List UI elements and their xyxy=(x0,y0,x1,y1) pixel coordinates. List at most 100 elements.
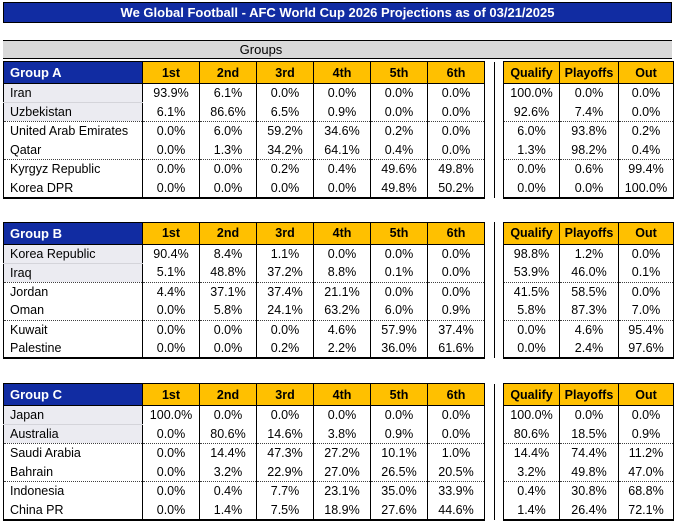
outcomes-header-row: Qualify Playoffs Out xyxy=(503,383,674,406)
position-header: 3rd xyxy=(256,61,314,84)
outcome-row: 53.9% 46.0% 0.1% xyxy=(503,263,674,283)
prob-cell: 0.0% xyxy=(313,244,371,263)
team-row: United Arab Emirates 0.0% 6.0% 59.2% 34.… xyxy=(3,121,495,141)
prob-cell: 93.8% xyxy=(559,121,619,141)
spacer-cell xyxy=(484,140,495,160)
prob-cell: 0.0% xyxy=(199,178,257,199)
prob-cell: 5.8% xyxy=(199,301,257,321)
prob-cell: 100.0% xyxy=(503,83,560,103)
prob-cell: 0.0% xyxy=(256,83,314,103)
team-row: Uzbekistan 6.1% 86.6% 6.5% 0.9% 0.0% 0.0… xyxy=(3,102,495,122)
prob-cell: 50.2% xyxy=(427,178,485,199)
outcome-row: 92.6% 7.4% 0.0% xyxy=(503,102,674,122)
prob-cell: 0.0% xyxy=(503,320,560,339)
prob-cell: 0.0% xyxy=(427,83,485,103)
prob-cell: 0.4% xyxy=(503,481,560,501)
team-name: Oman xyxy=(3,301,143,321)
prob-cell: 6.1% xyxy=(142,102,200,122)
prob-cell: 57.9% xyxy=(370,320,428,339)
team-row: Iran 93.9% 6.1% 0.0% 0.0% 0.0% 0.0% xyxy=(3,83,495,103)
prob-cell: 87.3% xyxy=(559,301,619,321)
spacer-cell xyxy=(484,121,495,141)
prob-cell: 0.0% xyxy=(427,102,485,122)
prob-cell: 33.9% xyxy=(427,481,485,501)
prob-cell: 14.4% xyxy=(503,443,560,463)
prob-cell: 68.8% xyxy=(618,481,674,501)
spacer-cell xyxy=(484,443,495,463)
outcome-header: Playoffs xyxy=(559,221,619,245)
prob-cell: 0.4% xyxy=(199,481,257,501)
prob-cell: 49.8% xyxy=(427,159,485,179)
prob-cell: 2.4% xyxy=(559,339,619,359)
outcome-header: Out xyxy=(618,383,674,406)
spacer-cell xyxy=(484,301,495,320)
prob-cell: 1.4% xyxy=(199,500,257,521)
position-header: 4th xyxy=(313,383,371,406)
prob-cell: 0.9% xyxy=(427,301,485,321)
group-a-section: Group A 1st 2nd 3rd 4th 5th 6th Iran 93.… xyxy=(3,61,674,199)
prob-cell: 1.3% xyxy=(503,140,560,160)
prob-cell: 26.5% xyxy=(370,462,428,482)
prob-cell: 7.7% xyxy=(256,481,314,501)
prob-cell: 0.0% xyxy=(559,83,619,103)
group-c-header-row: Group C 1st 2nd 3rd 4th 5th 6th xyxy=(3,383,495,406)
page-title: We Global Football - AFC World Cup 2026 … xyxy=(3,2,672,23)
team-row: Japan 100.0% 0.0% 0.0% 0.0% 0.0% 0.0% xyxy=(3,405,495,425)
team-row: Korea DPR 0.0% 0.0% 0.0% 0.0% 49.8% 50.2… xyxy=(3,178,495,199)
outcome-header: Qualify xyxy=(503,383,560,406)
prob-cell: 0.0% xyxy=(427,244,485,263)
prob-cell: 7.4% xyxy=(559,102,619,122)
prob-cell: 53.9% xyxy=(503,263,560,283)
prob-cell: 0.0% xyxy=(142,443,200,463)
prob-cell: 34.2% xyxy=(256,140,314,160)
prob-cell: 0.0% xyxy=(618,244,674,263)
position-header: 1st xyxy=(142,383,200,406)
prob-cell: 5.8% xyxy=(503,301,560,321)
prob-cell: 6.0% xyxy=(503,121,560,141)
prob-cell: 6.0% xyxy=(199,121,257,141)
position-header: 4th xyxy=(313,61,371,84)
position-header: 6th xyxy=(427,61,485,84)
prob-cell: 0.0% xyxy=(142,339,200,359)
prob-cell: 61.6% xyxy=(427,339,485,359)
prob-cell: 0.0% xyxy=(427,405,485,425)
group-b-header-row: Group B 1st 2nd 3rd 4th 5th 6th xyxy=(3,221,495,245)
prob-cell: 0.0% xyxy=(618,405,674,425)
section-header-label: Groups xyxy=(239,42,283,57)
spacer-cell xyxy=(484,282,495,301)
prob-cell: 0.0% xyxy=(199,339,257,359)
prob-cell: 86.6% xyxy=(199,102,257,122)
prob-cell: 0.0% xyxy=(370,102,428,122)
prob-cell: 27.2% xyxy=(313,443,371,463)
prob-cell: 14.4% xyxy=(199,443,257,463)
prob-cell: 0.0% xyxy=(199,159,257,179)
position-header: 5th xyxy=(370,61,428,84)
prob-cell: 0.4% xyxy=(313,159,371,179)
prob-cell: 97.6% xyxy=(618,339,674,359)
prob-cell: 37.4% xyxy=(427,320,485,339)
prob-cell: 92.6% xyxy=(503,102,560,122)
prob-cell: 0.0% xyxy=(142,500,200,521)
prob-cell: 20.5% xyxy=(427,462,485,482)
spacer-cell xyxy=(484,102,495,122)
team-name: Kuwait xyxy=(3,320,143,339)
prob-cell: 95.4% xyxy=(618,320,674,339)
prob-cell: 100.0% xyxy=(503,405,560,425)
prob-cell: 30.8% xyxy=(559,481,619,501)
prob-cell: 22.9% xyxy=(256,462,314,482)
prob-cell: 21.1% xyxy=(313,282,371,301)
team-name: Iran xyxy=(3,83,143,103)
prob-cell: 0.0% xyxy=(427,263,485,283)
prob-cell: 0.2% xyxy=(256,339,314,359)
prob-cell: 46.0% xyxy=(559,263,619,283)
team-name: Uzbekistan xyxy=(3,102,143,122)
position-header: 2nd xyxy=(199,383,257,406)
prob-cell: 0.0% xyxy=(256,320,314,339)
group-c-section: Group C 1st 2nd 3rd 4th 5th 6th Japan 10… xyxy=(3,383,674,521)
prob-cell: 8.8% xyxy=(313,263,371,283)
prob-cell: 72.1% xyxy=(618,500,674,521)
team-row: Korea Republic 90.4% 8.4% 1.1% 0.0% 0.0%… xyxy=(3,244,495,264)
prob-cell: 0.0% xyxy=(142,424,200,444)
prob-cell: 0.2% xyxy=(370,121,428,141)
prob-cell: 37.2% xyxy=(256,263,314,283)
